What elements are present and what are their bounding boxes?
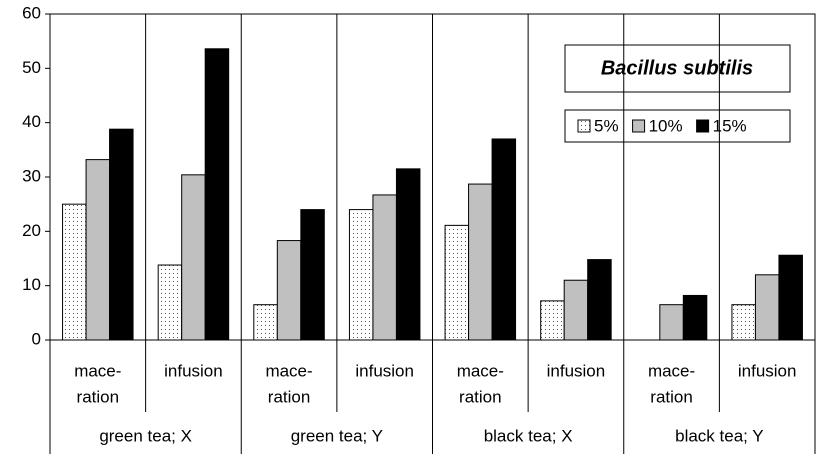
bar — [276, 240, 302, 341]
bar — [204, 48, 230, 341]
x-tick-label: ration — [459, 387, 502, 406]
bar — [253, 304, 278, 341]
x-tick-label: ration — [268, 387, 311, 406]
y-tick-label: 0 — [32, 329, 41, 348]
bar — [587, 259, 612, 341]
x-tick-label: mace- — [457, 361, 504, 380]
bar — [659, 304, 684, 341]
bar — [395, 168, 421, 341]
bar — [348, 209, 374, 341]
bar — [300, 209, 325, 341]
legend-label: 5% — [594, 116, 619, 135]
legend-swatch — [632, 119, 646, 133]
bar — [754, 274, 780, 341]
y-tick-label: 50 — [22, 58, 41, 77]
y-tick-label: 30 — [22, 166, 41, 185]
legend-box — [564, 109, 791, 143]
legend-label: 15% — [713, 116, 747, 135]
x-tick-label: infusion — [355, 361, 414, 380]
x-tick-label: mace- — [265, 361, 312, 380]
bar — [109, 128, 134, 341]
bar — [491, 138, 517, 341]
x-tick-label: mace- — [648, 361, 695, 380]
x-tick-label: infusion — [547, 361, 606, 380]
bar — [682, 294, 708, 341]
bar — [85, 159, 111, 341]
y-tick-label: 10 — [22, 275, 41, 294]
bar — [563, 279, 589, 341]
bar — [62, 203, 87, 341]
bar — [540, 300, 565, 341]
group-label: black tea; Y — [675, 426, 764, 445]
x-tick-label: ration — [77, 387, 120, 406]
legend-label: 10% — [649, 116, 683, 135]
bar — [157, 264, 183, 341]
legend-title-box — [564, 44, 791, 93]
x-tick-label: mace- — [74, 361, 121, 380]
legend-swatch — [577, 119, 591, 133]
bar — [778, 254, 803, 341]
y-tick-label: 60 — [22, 3, 41, 22]
bar — [444, 224, 470, 341]
legend-swatch — [696, 119, 710, 133]
bar — [468, 183, 493, 341]
bar — [731, 304, 756, 341]
legend-title: Bacillus subtilis — [601, 57, 753, 79]
y-tick-label: 20 — [22, 221, 41, 240]
group-label: green tea; X — [99, 426, 192, 445]
x-tick-label: ration — [650, 387, 693, 406]
y-tick-label: 40 — [22, 112, 41, 131]
bar — [181, 174, 206, 341]
x-tick-label: infusion — [738, 361, 797, 380]
x-tick-label: infusion — [164, 361, 223, 380]
group-label: black tea; X — [484, 426, 573, 445]
bar — [372, 194, 397, 341]
group-label: green tea; Y — [291, 426, 383, 445]
